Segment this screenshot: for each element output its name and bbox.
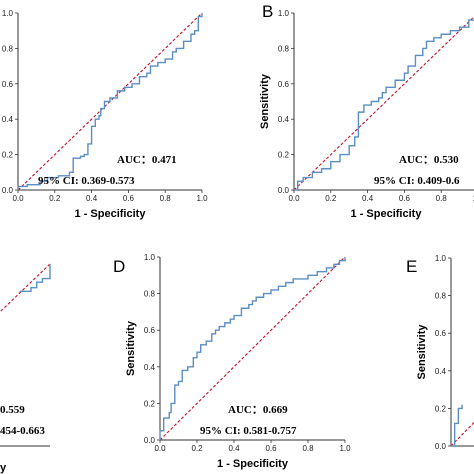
auc-annotation: 0.559 — [0, 404, 25, 416]
y-tick-label: 0.4 — [435, 367, 447, 376]
x-tick-label: 0.0 — [288, 194, 300, 203]
ci-annotation: 95% CI: 0.409-0.6 — [374, 175, 460, 187]
y-tick-label: 1.0 — [435, 254, 447, 263]
x-tick-label: 0.6 — [265, 444, 277, 453]
x-tick-label: 1.0 — [472, 194, 474, 203]
y-tick-label: 0.4 — [144, 363, 156, 372]
y-tick-label: 0.6 — [144, 326, 156, 335]
roc-curve — [294, 19, 474, 191]
y-axis-label: Sensitivity — [125, 320, 137, 376]
y-tick-label: 0.8 — [144, 290, 156, 299]
y-tick-label: 0.4 — [2, 115, 14, 124]
reference-diagonal — [450, 421, 474, 447]
roc-curve — [159, 257, 346, 440]
auc-annotation: AUC：0.471 — [117, 154, 177, 166]
panel-letter-e: E — [406, 257, 417, 276]
x-tick-label: 0.0 — [12, 194, 24, 203]
roc-panel-a: 0.0 0.2 0.4 0.6 0.8 1.0 0.0 0.2 0.4 0.6 0.8 1.0 1 - … — [2, 9, 208, 220]
y-tick-label: 0.0 — [2, 186, 14, 195]
roc-curve — [17, 13, 203, 190]
roc-panel-d: 0.0 0.2 0.4 0.6 0.8 1.0 0.0 0.2 0.4 0.6 0.8 1.0 1 - … — [125, 253, 351, 470]
y-tick-label: 0.2 — [278, 151, 290, 160]
y-axis-label: Sensitivity — [416, 324, 428, 380]
roc-panel-e: 0.0 0.2 0.4 0.6 0.8 1.0 Sensitivity — [416, 254, 474, 451]
panel-letter-b: B — [262, 2, 273, 21]
y-tick-label: 0.0 — [435, 442, 447, 451]
y-axis-label: Sensitivity — [259, 73, 271, 129]
y-tick-label: 0.8 — [278, 44, 290, 53]
panel-letter-d: D — [113, 257, 125, 276]
x-tick-label: 0.6 — [399, 194, 411, 203]
x-tick-label: 0.2 — [191, 444, 203, 453]
x-tick-label: 0.2 — [49, 194, 61, 203]
y-tick-label: 1.0 — [144, 253, 156, 262]
y-tick-label: 0.8 — [435, 292, 447, 301]
x-tick-label: 0.4 — [362, 194, 374, 203]
reference-diagonal — [293, 16, 474, 191]
x-tick-label: 0.6 — [123, 194, 135, 203]
y-tick-label: 1.0 — [278, 9, 290, 18]
y-tick-label: 0.2 — [2, 151, 14, 160]
roc-panel-b: 0.0 0.2 0.4 0.6 0.8 1.0 0.0 0.2 0.4 0.6 0.8 1.0 1 - … — [259, 9, 474, 220]
x-tick-label: 0.8 — [160, 194, 172, 203]
ci-annotation: 454-0.663 — [0, 425, 45, 437]
y-tick-label: 0.2 — [144, 399, 156, 408]
x-tick-label: 0.8 — [302, 444, 314, 453]
y-tick-label: 0.6 — [278, 80, 290, 89]
y-tick-label: 0.8 — [2, 44, 14, 53]
auc-annotation: AUC：0.669 — [228, 404, 288, 416]
x-tick-label: 0.2 — [325, 194, 337, 203]
ci-annotation: 95% CI: 0.581-0.757 — [200, 425, 297, 437]
reference-diagonal — [159, 256, 346, 441]
roc-panel-c: y 0.559 454-0.663 — [0, 263, 51, 474]
x-axis-label: 1 - Specificity — [217, 458, 289, 470]
roc-curve — [19, 264, 51, 292]
roc-curve — [451, 404, 463, 447]
x-axis-label: 1 - Specificity — [75, 208, 147, 220]
x-tick-label: 1.0 — [196, 194, 208, 203]
x-tick-label: 0.4 — [86, 194, 98, 203]
y-tick-label: 0.6 — [2, 80, 14, 89]
y-tick-label: 0.0 — [144, 436, 156, 445]
x-axis-label-fragment: y — [0, 462, 7, 474]
y-tick-label: 1.0 — [2, 9, 14, 18]
y-tick-label: 0.4 — [278, 115, 290, 124]
x-axis-label: 1 - Specificity — [351, 208, 423, 220]
y-tick-label: 0.0 — [278, 186, 290, 195]
x-tick-label: 0.0 — [154, 444, 166, 453]
y-tick-label: 0.6 — [435, 329, 447, 338]
y-tick-label: 0.2 — [435, 404, 447, 413]
x-tick-label: 0.4 — [228, 444, 240, 453]
auc-annotation: AUC：0.530 — [399, 154, 459, 166]
ci-annotation: 95% CI: 0.369-0.573 — [38, 175, 135, 187]
x-tick-label: 1.0 — [339, 444, 351, 453]
x-tick-label: 0.8 — [436, 194, 448, 203]
